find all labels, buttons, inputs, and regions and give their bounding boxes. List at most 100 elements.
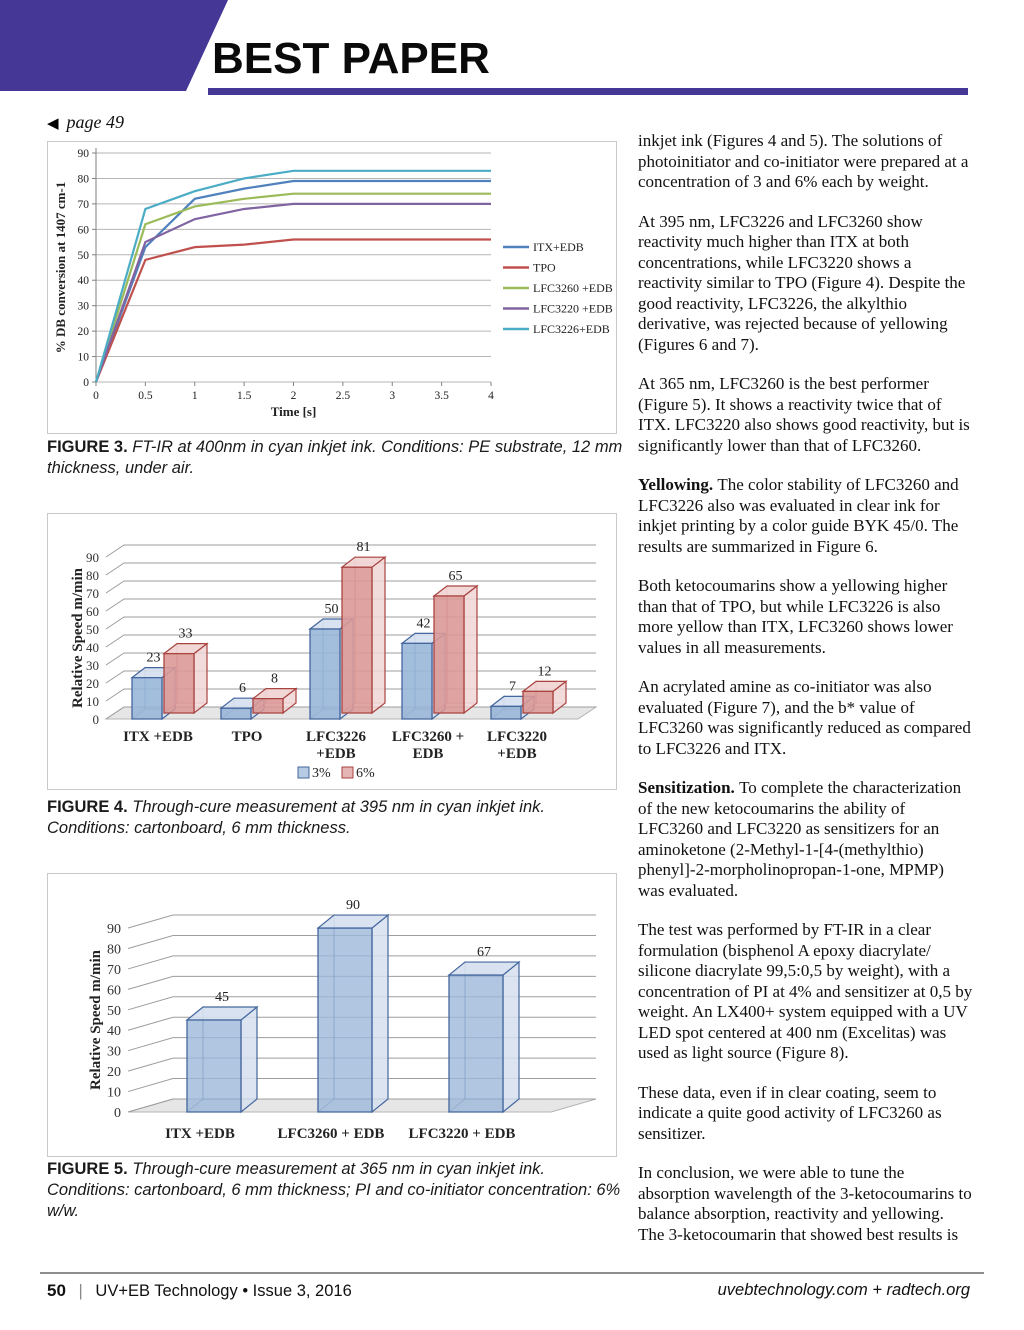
svg-text:81: 81: [357, 540, 371, 555]
svg-text:LFC3226+EDB: LFC3226+EDB: [533, 322, 610, 336]
svg-text:33: 33: [179, 627, 193, 642]
svg-text:Relative Speed m/min: Relative Speed m/min: [70, 567, 86, 708]
footer-websites: uvebtechnology.com + radtech.org: [717, 1281, 970, 1299]
article-text-column: inkjet ink (Figures 4 and 5). The soluti…: [638, 131, 974, 1264]
svg-text:0.5: 0.5: [138, 390, 153, 402]
svg-text:45: 45: [215, 990, 229, 1005]
figure5-caption: FIGURE 5. Through-cure measurement at 36…: [47, 1159, 625, 1222]
svg-text:80: 80: [78, 173, 90, 185]
svg-text:LFC3226: LFC3226: [306, 729, 367, 745]
svg-text:65: 65: [449, 569, 463, 584]
back-link-page-49[interactable]: ◀ page 49: [47, 112, 124, 133]
back-link-label: page 49: [66, 112, 125, 132]
figure5-caption-label: FIGURE 5.: [47, 1160, 128, 1178]
figure4-caption-text: Through-cure measurement at 395 nm in cy…: [47, 798, 545, 837]
svg-text:ITX+EDB: ITX+EDB: [533, 240, 584, 254]
article-paragraph: An acrylated amine as co-initiator was a…: [638, 677, 971, 758]
svg-text:EDB: EDB: [413, 746, 444, 762]
page-title: BEST PAPER: [212, 34, 490, 83]
svg-text:ITX +EDB: ITX +EDB: [165, 1126, 235, 1142]
fig3-series-LFC3220 +EDB: [94, 202, 491, 383]
svg-text:30: 30: [86, 658, 99, 673]
svg-text:Relative Speed m/min: Relative Speed m/min: [88, 949, 104, 1090]
figure3-line-chart: 0 10 20 30 40 50 60 70 80 90 0 0.5 1 1.5 2 2.5 3 3.5 4 Time…: [53, 148, 613, 419]
svg-text:ITX +EDB: ITX +EDB: [123, 729, 193, 745]
svg-text:12: 12: [538, 664, 552, 679]
svg-text:2.5: 2.5: [336, 390, 351, 402]
header-rule: [208, 88, 968, 95]
footer-page-number: 50: [47, 1281, 66, 1300]
article-paragraph: Both ketocoumarins show a yellowing high…: [638, 576, 953, 657]
svg-text:3.5: 3.5: [434, 390, 449, 402]
svg-text:60: 60: [86, 604, 99, 619]
article-paragraph: At 365 nm, LFC3260 is the best performer…: [638, 374, 970, 455]
svg-text:60: 60: [107, 983, 121, 998]
figure4-box: 0 10 20 30 40 50 60 70 80 90 Relative Speed m/min 2…: [47, 513, 617, 790]
footer-rule: [40, 1272, 984, 1274]
svg-text:60: 60: [78, 224, 90, 236]
fig3-series-LFC3260 +EDB: [94, 192, 491, 383]
svg-text:30: 30: [107, 1045, 121, 1060]
svg-text:67: 67: [477, 945, 491, 960]
svg-text:LFC3260 +EDB: LFC3260 +EDB: [533, 281, 613, 295]
svg-text:3: 3: [389, 390, 395, 402]
svg-text:70: 70: [107, 963, 121, 978]
svg-text:40: 40: [86, 640, 99, 655]
fig3-series-ITX+EDB: [94, 179, 491, 383]
svg-text:TPO: TPO: [232, 729, 263, 745]
svg-text:50: 50: [325, 602, 339, 617]
svg-text:LFC3260 +: LFC3260 +: [392, 729, 464, 745]
svg-text:23: 23: [147, 651, 161, 666]
article-paragraph: The test was performed by FT-IR in a cle…: [638, 920, 973, 1062]
svg-text:70: 70: [78, 199, 90, 211]
svg-text:0: 0: [83, 377, 89, 389]
fig3-series-TPO: [94, 238, 491, 383]
svg-text:90: 90: [107, 922, 121, 937]
svg-text:1.5: 1.5: [237, 390, 252, 402]
svg-text:LFC3220 +EDB: LFC3220 +EDB: [533, 302, 613, 316]
svg-text:80: 80: [86, 568, 99, 583]
svg-text:2: 2: [291, 390, 297, 402]
svg-text:1: 1: [192, 390, 198, 402]
figure5-caption-text: Through-cure measurement at 365 nm in cy…: [47, 1160, 621, 1220]
figure3-box: 0 10 20 30 40 50 60 70 80 90 0 0.5 1 1.5 2 2.5 3 3.5 4 Time…: [47, 141, 617, 434]
svg-text:0: 0: [114, 1106, 121, 1121]
svg-text:30: 30: [78, 301, 90, 313]
figure3-caption-text: FT-IR at 400nm in cyan inkjet ink. Condi…: [47, 438, 623, 477]
svg-text:4: 4: [488, 390, 494, 402]
svg-text:20: 20: [86, 676, 99, 691]
svg-text:TPO: TPO: [533, 261, 556, 275]
svg-text:LFC3220: LFC3220: [487, 729, 547, 745]
footer-issue: UV+EB Technology • Issue 3, 2016: [95, 1282, 352, 1300]
svg-text:50: 50: [86, 622, 99, 637]
svg-text:+EDB: +EDB: [497, 746, 536, 762]
svg-text:10: 10: [86, 694, 99, 709]
figure3-caption-label: FIGURE 3.: [47, 438, 128, 456]
footer-left: 50 | UV+EB Technology • Issue 3, 2016: [47, 1281, 352, 1301]
svg-text:50: 50: [107, 1004, 121, 1019]
svg-text:0: 0: [93, 390, 99, 402]
svg-text:40: 40: [107, 1024, 121, 1039]
back-arrow-icon: ◀: [47, 116, 59, 132]
figure4-caption: FIGURE 4. Through-cure measurement at 39…: [47, 797, 625, 839]
footer-separator: |: [78, 1282, 83, 1300]
article-paragraph: These data, even if in clear coating, se…: [638, 1082, 942, 1143]
svg-text:10: 10: [107, 1086, 121, 1101]
fig3-series-LFC3226+EDB: [94, 169, 491, 383]
svg-text:10: 10: [78, 352, 90, 364]
svg-text:70: 70: [86, 586, 99, 601]
article-paragraph: inkjet ink (Figures 4 and 5). The soluti…: [638, 131, 969, 191]
svg-text:3%: 3%: [312, 766, 331, 781]
svg-text:8: 8: [271, 672, 278, 687]
svg-text:90: 90: [86, 550, 99, 565]
article-paragraph: Yellowing. The color stability of LFC326…: [638, 475, 959, 556]
svg-text:80: 80: [107, 942, 121, 957]
svg-text:6%: 6%: [356, 766, 375, 781]
svg-text:% DB conversion at 1407 cm-1: % DB conversion at 1407 cm-1: [53, 182, 68, 354]
svg-text:40: 40: [78, 275, 90, 287]
svg-text:7: 7: [509, 679, 516, 694]
svg-text:LFC3220 + EDB: LFC3220 + EDB: [409, 1126, 516, 1142]
svg-text:42: 42: [417, 616, 431, 631]
